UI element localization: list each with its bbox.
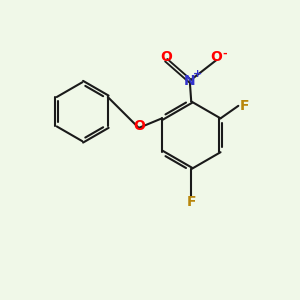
- Text: -: -: [222, 49, 227, 59]
- Text: O: O: [160, 50, 172, 64]
- Text: O: O: [210, 50, 222, 64]
- Text: N: N: [184, 74, 196, 88]
- Text: F: F: [240, 99, 250, 113]
- Text: O: O: [133, 119, 145, 133]
- Text: F: F: [187, 195, 196, 209]
- Text: +: +: [193, 69, 202, 79]
